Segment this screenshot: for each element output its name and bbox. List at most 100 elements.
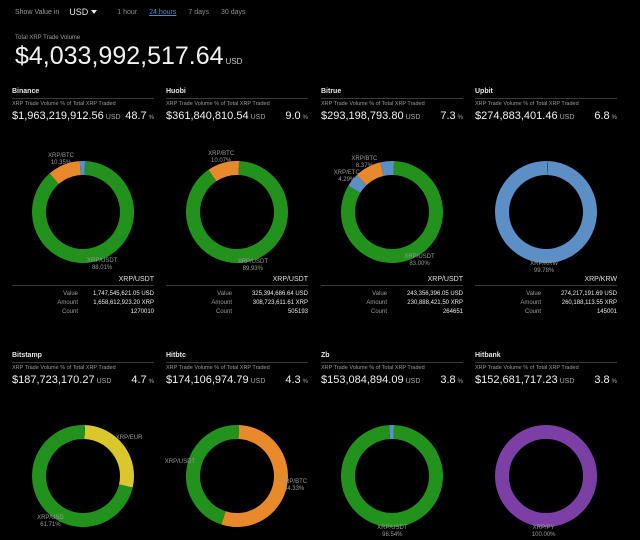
details-count-label: Count [525, 309, 541, 315]
range-7-days[interactable]: 7 days [188, 9, 209, 16]
details-count: 505193 [236, 309, 308, 315]
segment-pct: 10.07% [203, 158, 239, 165]
exchange-name: Bitrue [321, 88, 463, 98]
donut-segment[interactable] [502, 168, 590, 256]
segment-pair: XRP/USDT [84, 258, 120, 265]
range-24-hours[interactable]: 24 hours [149, 9, 176, 16]
donut-chart[interactable] [12, 126, 154, 276]
donut-chart[interactable] [166, 126, 308, 276]
exchange-subtitle: XRP Trade Volume % of Total XRP Traded [12, 98, 154, 109]
exchange-share: 48.7% [125, 110, 154, 122]
details-value-label: Value [63, 291, 78, 297]
range-30-days[interactable]: 30 days [221, 9, 246, 16]
details-value-label: Value [372, 291, 387, 297]
details-value-label: Value [217, 291, 232, 297]
exchange-volume-unit: USD [406, 378, 421, 385]
segment-pair: XRP/ETC [329, 170, 365, 177]
exchange-share-value: 9.0 [285, 110, 300, 122]
exchange-share-value: 4.7 [131, 374, 146, 386]
details-pair: XRP/USDT [12, 276, 154, 286]
segment-pair: XRP/BTC [346, 156, 382, 163]
exchange-share-value: 3.8 [440, 374, 455, 386]
segment-pair: XRP/BTC [276, 479, 312, 486]
exchange-volume: $153,084,894.09 [321, 374, 404, 386]
segment-pair: XRP/USDT [235, 259, 271, 266]
details-pair: XRP/USDT [166, 276, 308, 286]
donut-segment[interactable] [193, 168, 281, 256]
segment-pair: XRP/USD [32, 515, 68, 522]
currency-select[interactable]: USD [69, 7, 97, 17]
details-count-label: Count [371, 309, 387, 315]
details-amount-label: Amount [57, 300, 78, 306]
donut-segment[interactable] [54, 168, 80, 179]
exchange-name: Bitstamp [12, 352, 154, 362]
exchange-share: 7.3% [440, 110, 463, 122]
donut-segment[interactable] [348, 432, 436, 520]
donut-chart[interactable] [475, 126, 617, 276]
donut-segment[interactable] [193, 432, 239, 518]
donut-chart[interactable] [321, 390, 463, 540]
donut-chart[interactable] [321, 126, 463, 276]
donut-segment[interactable] [39, 168, 127, 256]
segment-pair: XRP/KRW [526, 261, 562, 268]
segment-pct: 100.00% [526, 532, 562, 539]
exchange-subtitle: XRP Trade Volume % of Total XRP Traded [475, 98, 617, 109]
exchange-name: Zb [321, 352, 463, 362]
total-volume: Total XRP Trade Volume $4,033,992,517.64… [15, 35, 242, 76]
segment-pct: 4.29% [329, 177, 365, 184]
donut-segment[interactable] [212, 168, 238, 176]
exchange-share: 4.7% [131, 374, 154, 386]
exchange-share-sign: % [149, 379, 154, 385]
segment-pair: XRP/USDT [402, 254, 438, 261]
segment-pair: XRP/EUR [111, 435, 147, 442]
segment-pair: XRP/BTC [203, 151, 239, 158]
donut-segment[interactable] [223, 432, 281, 520]
exchange-name: Upbit [475, 88, 617, 98]
exchange-name: Huobi [166, 88, 308, 98]
currency-value: USD [69, 7, 88, 17]
exchange-name: Hitbank [475, 352, 617, 362]
exchange-volume: $361,840,810.54 [166, 110, 249, 122]
range-1-hour[interactable]: 1 hour [117, 9, 137, 16]
segment-pct: 83.00% [402, 261, 438, 268]
exchange-share: 3.8% [594, 374, 617, 386]
exchange-share-sign: % [149, 115, 154, 121]
details-value: 243,356,396.05 USD [391, 291, 463, 297]
details-count: 1270010 [82, 309, 154, 315]
donut-segment[interactable] [382, 168, 394, 169]
donut-segment[interactable] [58, 432, 85, 440]
donut-segment[interactable] [502, 432, 590, 520]
exchange-volume: $152,681,717.23 [475, 374, 558, 386]
exchange-share: 3.8% [440, 374, 463, 386]
donut-chart[interactable] [475, 390, 617, 540]
